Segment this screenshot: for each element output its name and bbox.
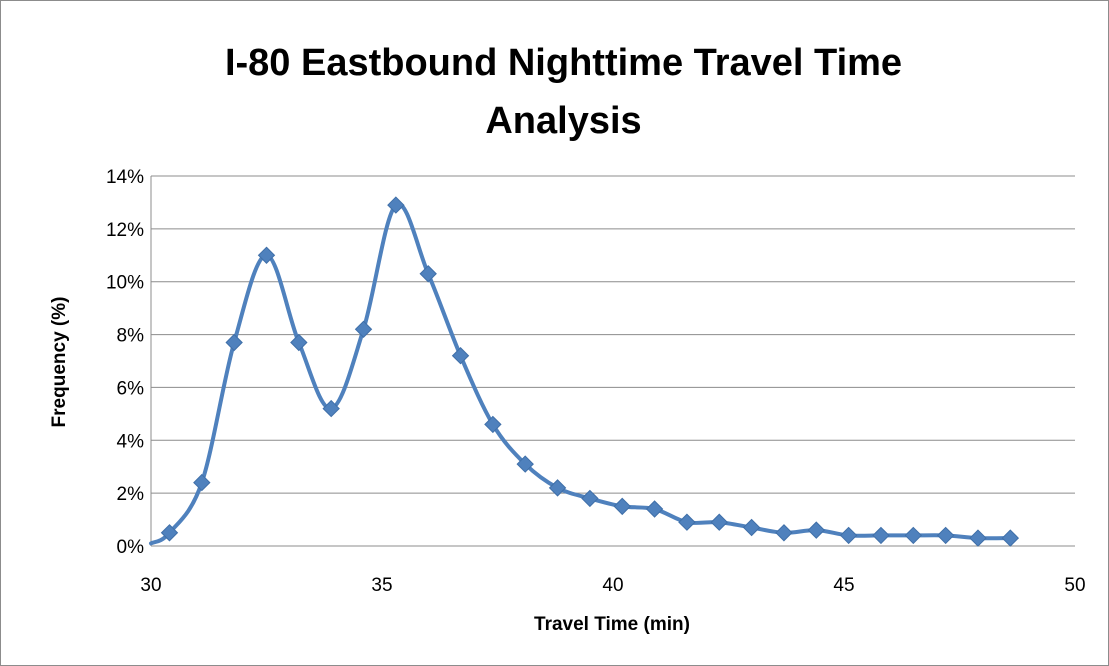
data-point-marker [969, 529, 987, 547]
data-point-marker [193, 473, 211, 492]
x-tick-label: 50 [1064, 575, 1085, 596]
series-line [149, 202, 1013, 546]
data-point-marker [710, 513, 728, 531]
y-tick-label: 8% [117, 326, 145, 347]
data-point-marker [936, 526, 955, 545]
chart-title-line-2: Analysis [485, 100, 642, 142]
x-axis-label: Travel Time (min) [534, 614, 690, 635]
y-tick-label: 14% [106, 167, 144, 188]
data-point-marker [322, 399, 340, 418]
data-point-marker [904, 526, 923, 545]
data-point-marker [1001, 529, 1020, 547]
gridlines [150, 175, 1075, 547]
data-point-marker [387, 196, 405, 214]
x-tick-labels: 30 35 40 45 50 [140, 575, 1085, 596]
data-point-marker [742, 518, 761, 537]
y-tick-labels: 0% 2% 4% 6% 8% 10% 12% 14% [106, 167, 144, 558]
data-point-marker [290, 333, 308, 352]
data-point-marker [613, 497, 631, 516]
y-tick-label: 6% [117, 378, 145, 399]
data-point-marker [839, 526, 858, 545]
y-tick-label: 2% [117, 484, 145, 505]
y-tick-label: 10% [106, 273, 144, 294]
y-axis-label: Frequency (%) [49, 297, 70, 428]
data-point-marker [451, 347, 470, 365]
data-point-marker [775, 524, 793, 542]
data-point-marker [807, 521, 825, 539]
x-tick-label: 35 [371, 575, 392, 596]
data-point-marker [484, 415, 502, 434]
data-point-marker [257, 246, 276, 264]
data-point-marker [548, 479, 567, 497]
data-point-marker [354, 320, 373, 338]
data-point-marker [678, 513, 696, 531]
chart-title: I-80 Eastbound Nighttime Travel Time Ana… [0, 34, 1109, 150]
y-tick-label: 4% [117, 431, 145, 452]
y-tick-label: 12% [106, 220, 144, 241]
x-tick-label: 45 [833, 575, 854, 596]
data-point-marker [872, 526, 890, 545]
data-point-marker [516, 455, 534, 473]
data-point-marker [160, 524, 179, 542]
data-point-marker [419, 265, 437, 283]
data-point-marker [225, 333, 243, 352]
chart-title-line-1: I-80 Eastbound Nighttime Travel Time [224, 42, 903, 84]
data-point-marker [645, 500, 664, 518]
y-tick-label: 0% [117, 537, 145, 558]
x-tick-label: 40 [602, 575, 623, 596]
x-tick-label: 30 [140, 575, 161, 596]
data-point-marker [581, 489, 599, 508]
data-markers [160, 196, 1020, 547]
